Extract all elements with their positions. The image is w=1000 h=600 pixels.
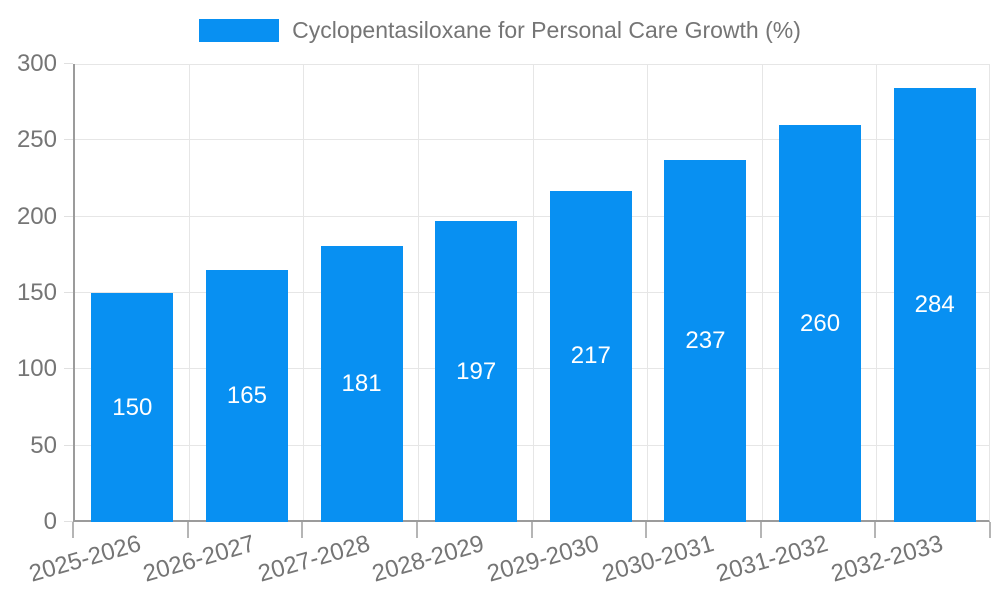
- y-tick-label: 50: [30, 431, 57, 459]
- gridline-vertical: [303, 64, 305, 520]
- bar-value-label: 237: [685, 327, 726, 355]
- bar[interactable]: 237: [664, 160, 747, 522]
- y-axis-tick: [64, 63, 73, 64]
- plot-area: 150 165 181 197 217 237 260 284: [73, 64, 990, 522]
- legend-label: Cyclopentasiloxane for Personal Care Gro…: [292, 17, 801, 43]
- y-tick-label: 0: [43, 508, 57, 535]
- bar-value-label: 150: [112, 393, 153, 421]
- x-axis-tick: [530, 522, 533, 538]
- x-tick-label: 2029-2030: [484, 530, 602, 588]
- gridline: [75, 444, 989, 446]
- y-tick-label: 200: [16, 202, 57, 230]
- y-tick-label: 150: [16, 279, 57, 306]
- x-axis-tick: [874, 522, 877, 538]
- bar[interactable]: 150: [91, 293, 174, 522]
- bar-value-label: 217: [570, 342, 611, 370]
- gridline-vertical: [761, 64, 763, 520]
- x-tick-label: 2031-2032: [713, 530, 832, 588]
- gridline-vertical: [647, 64, 649, 520]
- gridline-vertical: [188, 64, 190, 520]
- gridline: [75, 292, 989, 293]
- bar[interactable]: 217: [549, 190, 632, 522]
- y-axis-tick: [64, 521, 73, 522]
- x-tick-label: 2027-2028: [254, 530, 373, 588]
- bar[interactable]: 181: [320, 245, 403, 522]
- x-axis-tick: [645, 522, 648, 538]
- x-axis-tick: [301, 522, 304, 538]
- gridline-vertical: [532, 64, 534, 520]
- x-tick-label: 2025-2026: [25, 530, 144, 588]
- x-axis-tick: [72, 522, 74, 538]
- bar[interactable]: 165: [205, 270, 288, 522]
- bar[interactable]: 284: [893, 88, 976, 522]
- gridline: [75, 64, 989, 65]
- y-axis-tick: [64, 139, 73, 141]
- bar[interactable]: 197: [435, 221, 518, 522]
- x-tick-label: 2030-2031: [598, 530, 717, 588]
- x-tick-label: 2028-2029: [369, 530, 488, 588]
- bar-value-label: 165: [226, 382, 267, 410]
- x-tick-label: 2032-2033: [828, 530, 946, 588]
- gridline: [75, 215, 989, 217]
- x-axis-tick: [186, 522, 189, 538]
- x-axis-tick: [989, 522, 991, 538]
- y-tick-label: 250: [16, 126, 57, 154]
- y-tick-label: 300: [16, 50, 57, 77]
- y-axis-tick: [64, 292, 73, 293]
- bar-value-label: 284: [914, 291, 955, 319]
- y-tick-label: 100: [16, 355, 57, 383]
- x-tick-label: 2026-2027: [140, 530, 259, 588]
- legend-swatch: [199, 19, 280, 42]
- chart-legend[interactable]: Cyclopentasiloxane for Personal Care Gro…: [0, 17, 1000, 44]
- bar-value-label: 181: [341, 369, 382, 397]
- gridline: [75, 368, 989, 370]
- gridline: [75, 139, 989, 141]
- bar-value-label: 197: [456, 357, 497, 385]
- y-axis-tick: [64, 215, 73, 217]
- x-axis-tick: [759, 522, 762, 538]
- y-axis-tick: [64, 368, 73, 370]
- gridline-vertical: [417, 64, 419, 520]
- bar[interactable]: 260: [779, 125, 862, 522]
- x-axis-tick: [415, 522, 418, 538]
- y-axis-tick: [64, 444, 73, 446]
- gridline-vertical: [876, 64, 878, 520]
- bar-value-label: 260: [800, 309, 841, 337]
